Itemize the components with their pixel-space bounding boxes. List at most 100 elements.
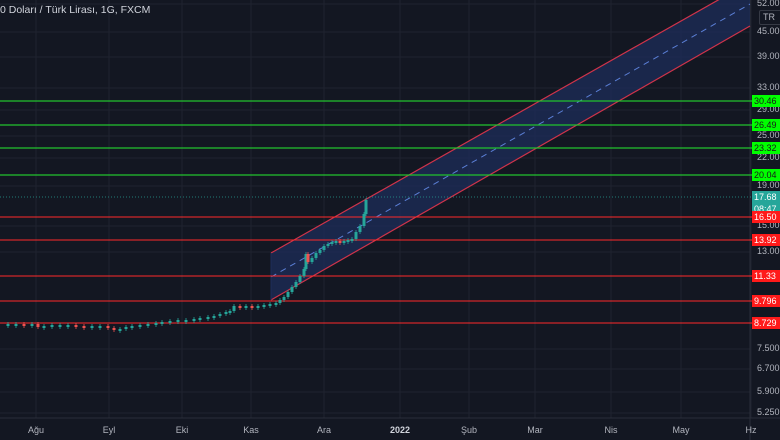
candle-body — [98, 326, 102, 328]
time-tick-label: Kas — [243, 425, 259, 435]
price-tick-label: 15.00 — [757, 220, 780, 230]
candle-body — [118, 329, 122, 331]
candle-body — [224, 312, 228, 314]
candle-body — [330, 242, 334, 244]
candle-body — [184, 320, 188, 322]
candle-body — [338, 241, 342, 243]
candle-body — [238, 306, 242, 308]
candle-body — [212, 316, 216, 318]
candle-body — [334, 241, 338, 243]
price-tick-label: 13.00 — [757, 246, 780, 256]
candle-body — [198, 318, 202, 320]
candle-body — [244, 306, 248, 308]
chart-title: 0 Doları / Türk Lirası, 1G, FXCM — [0, 4, 151, 16]
candle-body — [286, 292, 290, 297]
candle-body — [278, 300, 282, 303]
channel-lower-line — [270, 25, 751, 301]
candle-body — [262, 305, 266, 307]
time-tick-label: Nis — [604, 425, 618, 435]
price-level-badge: 9.796 — [752, 295, 780, 307]
candle-body — [130, 326, 134, 328]
candle-body — [256, 306, 260, 308]
candle-body — [82, 326, 86, 328]
time-tick-label: Eki — [175, 425, 189, 435]
candle-body — [302, 269, 306, 276]
candle-body — [342, 241, 346, 243]
price-tick-label: 39.00 — [757, 51, 780, 61]
candle-body — [50, 325, 54, 327]
candle-body — [192, 319, 196, 321]
price-tick-label: 19.00 — [757, 180, 780, 190]
time-tick-label: 2022 — [389, 425, 411, 435]
candle-body — [314, 253, 318, 258]
price-tick-label: 45.00 — [757, 26, 780, 36]
price-level-badge: 8.729 — [752, 317, 780, 329]
channel-upper-line — [270, 0, 720, 254]
candle-body — [232, 306, 236, 311]
price-tick-label: 52.00 — [757, 0, 780, 8]
candle-body — [6, 324, 10, 326]
candle-body — [274, 303, 278, 305]
time-tick-label: Ağu — [27, 425, 45, 435]
time-tick-label: Hz — [745, 425, 757, 435]
time-tick-label: Eyl — [102, 425, 116, 435]
candle-body — [42, 326, 46, 328]
candle-body — [364, 200, 368, 214]
candle-body — [306, 254, 310, 262]
candle-body — [298, 276, 302, 282]
time-tick-label: Mar — [527, 425, 543, 435]
candle-body — [176, 320, 180, 322]
channel-midline — [270, 3, 751, 278]
price-level-badge: 16.50 — [752, 211, 780, 223]
candle-body — [58, 325, 62, 327]
candle-body — [268, 304, 272, 306]
price-tick-label: 22.00 — [757, 152, 780, 162]
candle-body — [146, 324, 150, 326]
candle-body — [112, 328, 116, 330]
candle-body — [326, 244, 330, 246]
candle-body — [74, 325, 78, 327]
price-level-badge: 23.32 — [752, 142, 780, 154]
price-tick-label: 25.00 — [757, 130, 780, 140]
candle-body — [206, 317, 210, 319]
price-level-badge: 30.46 — [752, 95, 780, 107]
candle-body — [322, 246, 326, 250]
candle-body — [124, 327, 128, 329]
candle-body — [318, 250, 322, 253]
price-tick-label: 7.500 — [757, 343, 780, 353]
candle-body — [66, 325, 70, 327]
candle-body — [218, 314, 222, 316]
candle-body — [350, 239, 354, 241]
candle-body — [358, 226, 362, 232]
time-tick-label: Ara — [316, 425, 332, 435]
price-level-badge: 11.33 — [752, 270, 780, 282]
price-tick-label: 6.700 — [757, 363, 780, 373]
candle-body — [294, 282, 298, 287]
candle-body — [160, 322, 164, 324]
candle-body — [168, 321, 172, 323]
candle-body — [36, 324, 40, 327]
candle-body — [304, 254, 308, 269]
candle-body — [90, 326, 94, 328]
candle-body — [250, 306, 254, 308]
candle-body — [362, 214, 366, 226]
price-tick-label: 29.00 — [757, 104, 780, 114]
candle-body — [22, 324, 26, 326]
candle-body — [106, 326, 110, 328]
candle-body — [14, 324, 18, 326]
candle-body — [354, 232, 358, 239]
candle-body — [290, 287, 294, 292]
price-tick-label: 5.900 — [757, 386, 780, 396]
time-tick-label: Şub — [460, 425, 478, 435]
price-level-badge: 13.92 — [752, 234, 780, 246]
scale-mode-button[interactable]: TR — [759, 10, 780, 25]
candle-body — [138, 325, 142, 327]
candle-body — [346, 240, 350, 242]
price-level-badge: 20.04 — [752, 169, 780, 181]
candle-body — [228, 311, 232, 313]
time-tick-label: May — [672, 425, 690, 435]
candle-body — [282, 297, 286, 300]
price-level-badge: 17.68 — [752, 191, 780, 203]
